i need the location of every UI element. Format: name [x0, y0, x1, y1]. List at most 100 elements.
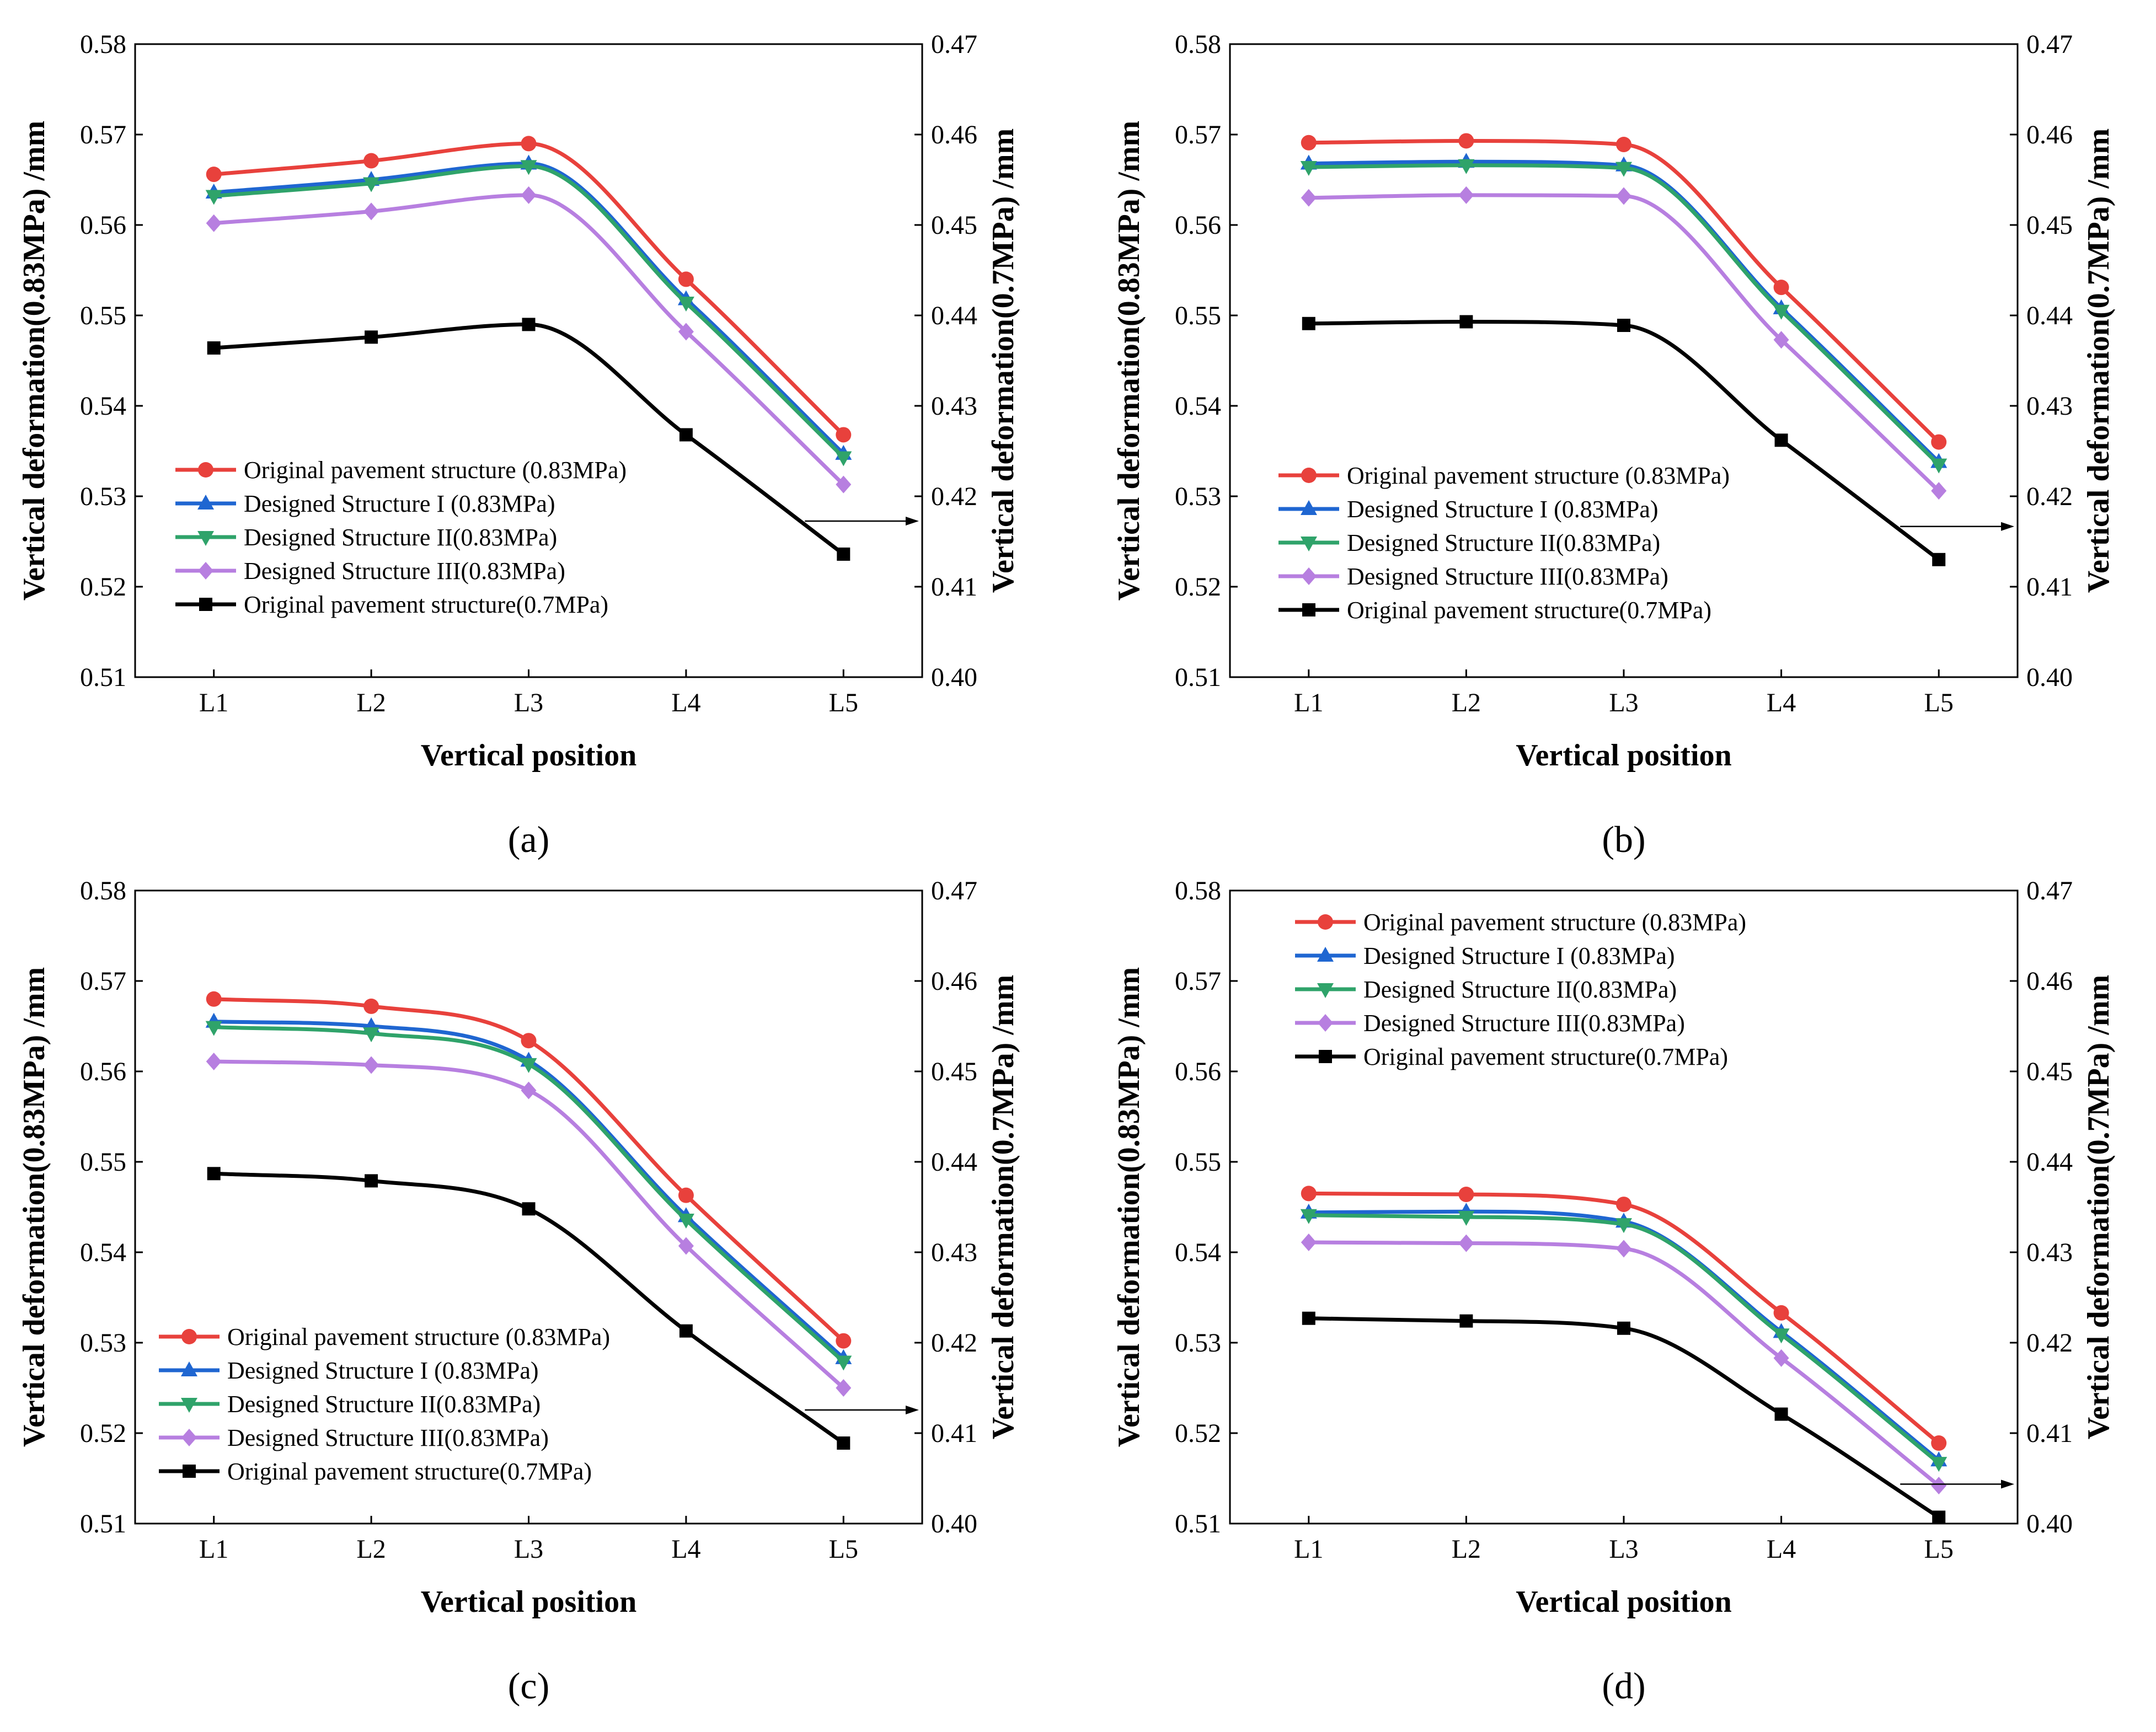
series-line — [213, 1171, 845, 1445]
series-3 — [1301, 186, 1947, 500]
series-line — [1308, 163, 1940, 466]
y-axis-title: Vertical deformation(0.83MPa) /mm — [1112, 967, 1146, 1447]
y-tick-label: 0.54 — [1175, 392, 1221, 421]
data-point — [363, 1056, 379, 1074]
x-tick-label: L4 — [1767, 1535, 1796, 1564]
y2-tick-label: 0.47 — [2026, 30, 2073, 59]
series-2 — [1300, 1209, 1948, 1472]
y2-tick-label: 0.41 — [2026, 1419, 2073, 1448]
data-point — [1615, 162, 1632, 177]
data-point — [1458, 1187, 1474, 1203]
y-axis-title: Vertical deformation(0.83MPa) /mm — [17, 967, 51, 1447]
data-point — [1774, 1407, 1788, 1421]
data-point — [836, 1333, 852, 1349]
y2-tick-label: 0.40 — [931, 1509, 977, 1538]
legend-swatch-marker — [1301, 537, 1317, 551]
series-line — [1308, 193, 1940, 492]
y-tick-label: 0.51 — [80, 1509, 126, 1538]
y-tick-label: 0.52 — [1175, 1419, 1221, 1448]
axis-arrow-head — [2001, 522, 2014, 531]
series-0 — [1301, 1186, 1947, 1451]
data-point — [363, 202, 379, 221]
series-line — [213, 322, 845, 556]
x-tick-label: L3 — [514, 1535, 543, 1564]
legend-swatch-marker — [1302, 603, 1315, 616]
series-4 — [207, 318, 850, 561]
data-point — [1301, 135, 1317, 151]
x-tick-label: L4 — [671, 1535, 700, 1564]
chart-panel-b: 0.51 0.52 0.53 0.54 0.55 0.56 0.57 0.58 0.40 0.41… — [1112, 30, 2116, 860]
y2-tick-label: 0.44 — [2026, 1147, 2073, 1177]
series-line — [213, 997, 845, 1343]
y2-tick-label: 0.40 — [931, 663, 977, 692]
legend-label: Original pavement structure(0.7MPa) — [244, 591, 608, 618]
y-tick-label: 0.56 — [80, 211, 126, 240]
y-tick-label: 0.55 — [80, 301, 126, 330]
data-point — [835, 1355, 852, 1371]
data-point — [1458, 1211, 1475, 1226]
data-point — [521, 186, 537, 204]
data-point — [206, 991, 222, 1007]
axis-arrow-head — [906, 516, 919, 526]
data-point — [365, 1174, 378, 1188]
data-point — [1617, 319, 1630, 333]
legend-swatch-marker — [181, 1398, 197, 1413]
data-point — [678, 1187, 694, 1203]
y2-axis-title: Vertical deformation(0.7MPa) /mm — [2082, 128, 2116, 593]
data-point — [1773, 1328, 1790, 1344]
legend-swatch-marker — [183, 1465, 196, 1478]
x-tick-label: L4 — [671, 688, 700, 717]
x-tick-label: L2 — [356, 1535, 386, 1564]
data-point — [1458, 186, 1474, 204]
data-point — [522, 318, 536, 331]
y-tick-label: 0.57 — [80, 120, 126, 149]
series-line — [1308, 1191, 1940, 1445]
y2-tick-label: 0.46 — [931, 120, 977, 149]
data-point — [1930, 1457, 1948, 1472]
y-tick-label: 0.57 — [1175, 120, 1221, 149]
legend-swatch-marker — [1301, 468, 1317, 483]
y-tick-label: 0.52 — [80, 1419, 126, 1448]
y2-tick-label: 0.42 — [931, 482, 977, 511]
legend-label: Original pavement structure (0.83MPa) — [1363, 909, 1746, 936]
y2-tick-label: 0.43 — [2026, 1238, 2073, 1267]
y-tick-label: 0.56 — [1175, 211, 1221, 240]
legend-label: Designed Structure I (0.83MPa) — [244, 490, 555, 517]
data-point — [1930, 458, 1948, 474]
data-point — [1931, 434, 1947, 450]
y-tick-label: 0.56 — [1175, 1057, 1221, 1086]
y2-axis-title: Vertical deformation(0.7MPa) /mm — [986, 128, 1020, 593]
legend-label: Designed Structure II(0.83MPa) — [1363, 976, 1677, 1003]
data-point — [206, 1052, 222, 1070]
y2-tick-label: 0.47 — [931, 30, 977, 59]
data-point — [1458, 159, 1475, 174]
data-point — [1773, 280, 1789, 296]
data-point — [205, 190, 222, 205]
data-point — [1617, 1321, 1630, 1335]
legend-label: Designed Structure III(0.83MPa) — [244, 557, 565, 585]
data-point — [521, 1081, 537, 1100]
panel-caption: (b) — [1602, 818, 1645, 860]
legend-label: Designed Structure II(0.83MPa) — [1347, 529, 1660, 556]
data-point — [1300, 1209, 1317, 1224]
data-point — [1616, 187, 1631, 205]
y2-tick-label: 0.42 — [2026, 1328, 2073, 1358]
y-tick-label: 0.54 — [80, 1238, 126, 1267]
data-point — [678, 271, 694, 287]
data-point — [836, 427, 852, 443]
y2-tick-label: 0.44 — [931, 301, 977, 330]
legend-swatch-marker — [1318, 1014, 1333, 1032]
x-tick-label: L1 — [199, 1535, 228, 1564]
y2-tick-label: 0.45 — [2026, 1057, 2073, 1086]
y2-tick-label: 0.45 — [2026, 211, 2073, 240]
x-tick-label: L3 — [514, 688, 543, 717]
y-tick-label: 0.53 — [1175, 1328, 1221, 1358]
y-tick-label: 0.58 — [1175, 876, 1221, 905]
y2-tick-label: 0.45 — [931, 211, 977, 240]
x-tick-label: L2 — [1452, 688, 1481, 717]
legend-label: Designed Structure III(0.83MPa) — [227, 1424, 549, 1451]
series-2 — [1300, 159, 1948, 474]
x-tick-label: L4 — [1767, 688, 1796, 717]
series-line — [213, 1020, 845, 1360]
